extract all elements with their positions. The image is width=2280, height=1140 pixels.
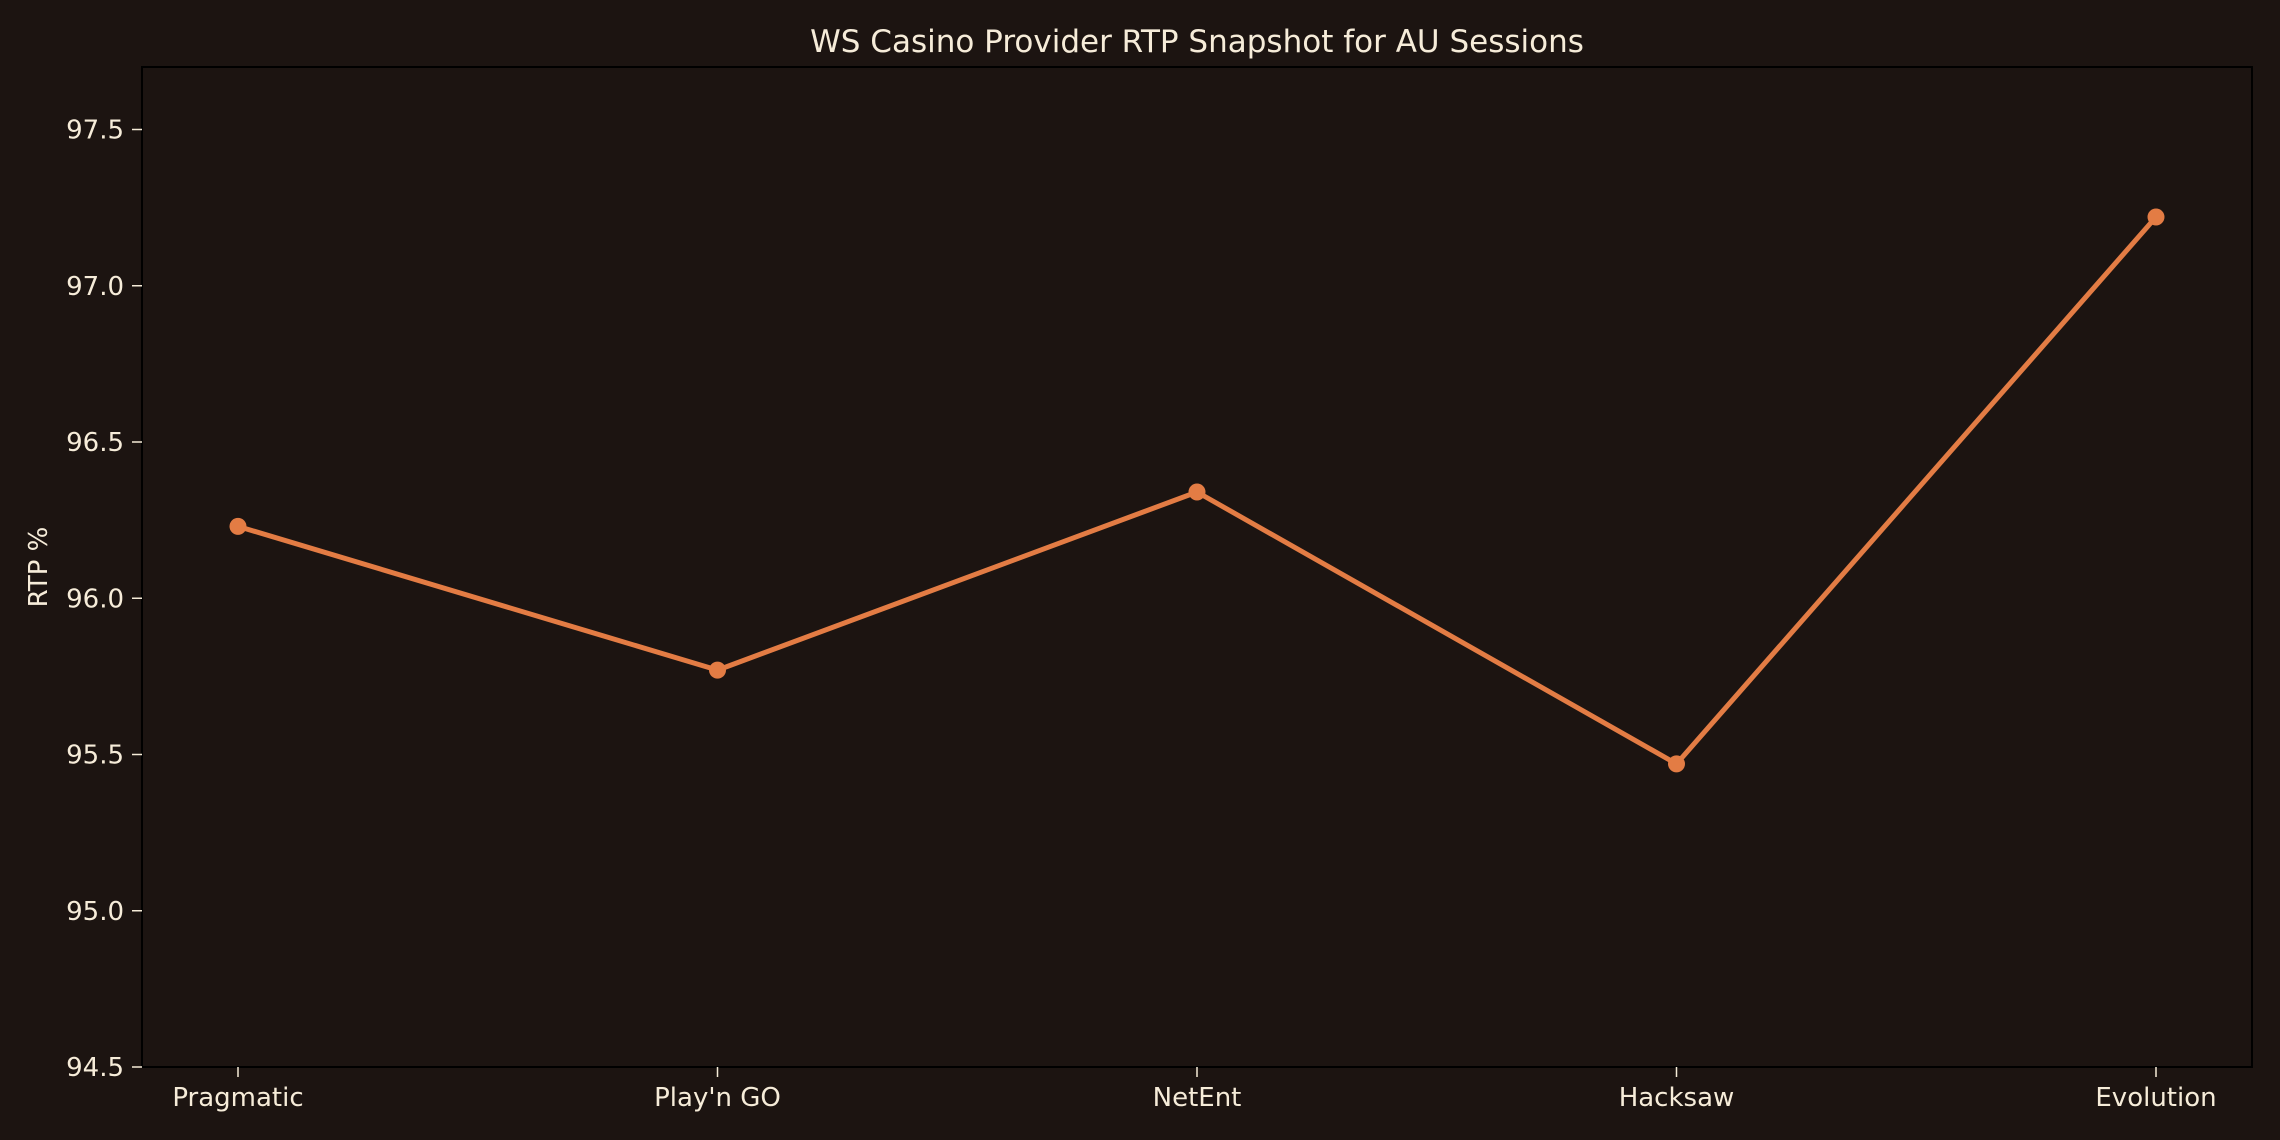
y-tick-label: 96.0 <box>66 584 124 614</box>
data-point <box>1188 483 1206 501</box>
y-tick-label: 94.5 <box>66 1053 124 1083</box>
y-axis: 94.5 95.0 95.5 96.0 96.5 97.0 97.5 <box>66 116 142 1083</box>
y-tick-label: 97.5 <box>66 116 124 146</box>
y-tick-label: 97.0 <box>66 272 124 302</box>
y-tick-label: 95.0 <box>66 897 124 927</box>
x-tick-label: Pragmatic <box>172 1083 303 1113</box>
data-point <box>229 517 247 535</box>
series-points <box>229 208 2165 773</box>
y-tick-label: 95.5 <box>66 741 124 771</box>
y-axis-title: RTP % <box>24 527 54 608</box>
chart-title: WS Casino Provider RTP Snapshot for AU S… <box>810 24 1584 60</box>
x-tick-label: NetEnt <box>1153 1083 1242 1113</box>
y-tick-label: 96.5 <box>66 428 124 458</box>
data-point <box>2147 208 2165 226</box>
x-tick-label: Play'n GO <box>654 1083 781 1113</box>
x-axis: Pragmatic Play'n GO NetEnt Hacksaw Evolution <box>172 1067 2217 1113</box>
data-point <box>709 661 726 679</box>
data-point <box>1668 755 1685 773</box>
x-tick-label: Evolution <box>2095 1083 2216 1113</box>
x-tick-label: Hacksaw <box>1619 1083 1735 1113</box>
plot-area-frame <box>141 66 2253 1068</box>
